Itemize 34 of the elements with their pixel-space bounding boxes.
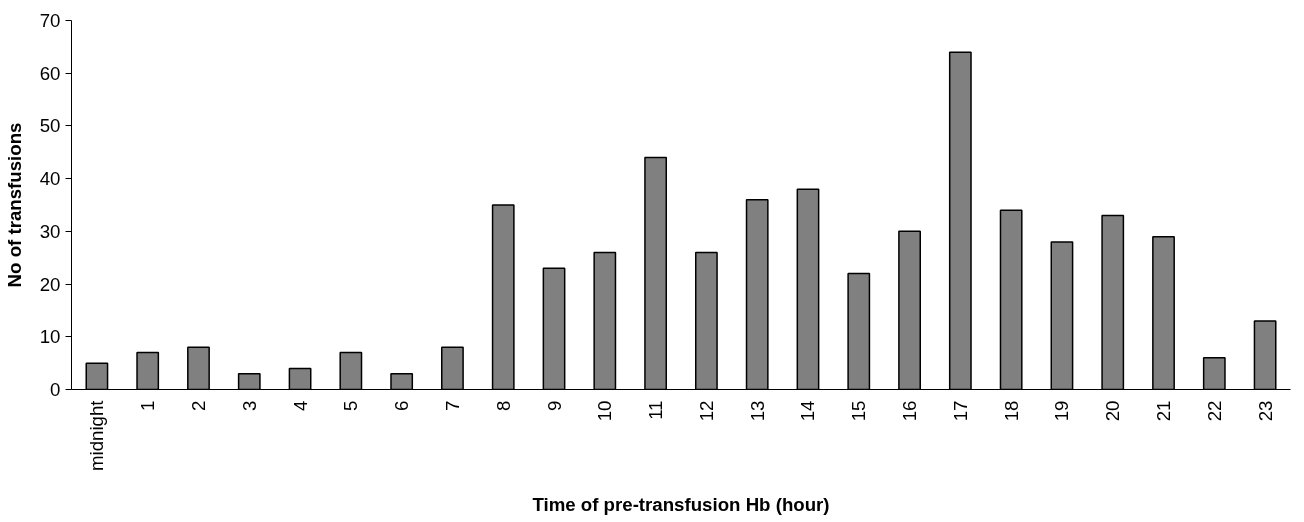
y-tick-label: 30 [39, 220, 61, 242]
x-tick-label: 15 [848, 400, 870, 422]
x-tick-label: 23 [1254, 400, 1276, 422]
x-tick-label: 11 [645, 400, 667, 420]
x-tick-label: 17 [949, 400, 971, 422]
y-tick-label: 60 [39, 62, 61, 84]
x-tick-label: 21 [1153, 400, 1175, 422]
x-tick-label: 2 [187, 400, 209, 411]
x-tick-label: 7 [441, 400, 463, 411]
y-tick-label: 20 [39, 273, 61, 295]
x-tick-label: 20 [1102, 400, 1124, 422]
x-tick-label: 16 [899, 400, 921, 422]
x-tick-label: 6 [391, 400, 413, 411]
y-tick-label: 70 [39, 10, 61, 31]
y-tick-label: 0 [50, 379, 61, 400]
x-tick-label: 14 [797, 400, 819, 422]
x-tick-label: 3 [238, 400, 260, 411]
x-tick-label: 22 [1203, 400, 1225, 422]
y-tick-label: 10 [39, 326, 61, 348]
y-tick-label: 50 [39, 115, 61, 137]
y-axis-title: No of transfusions [3, 122, 25, 288]
x-tick-label: 1 [137, 400, 159, 411]
x-tick-label: 19 [1051, 400, 1073, 422]
x-tick-label: midnight [86, 399, 108, 472]
x-tick-label: 8 [492, 400, 514, 411]
x-tick-label: 12 [695, 400, 717, 422]
x-tick-label: 5 [340, 400, 362, 411]
x-tick-label: 9 [543, 400, 565, 411]
x-tick-label: 10 [594, 400, 616, 422]
x-tick-label: 18 [1000, 400, 1022, 422]
y-tick-label: 40 [39, 168, 61, 190]
x-tick-label: 4 [289, 400, 311, 411]
x-axis-title: Time of pre-transfusion Hb (hour) [532, 494, 830, 516]
x-tick-label: 13 [746, 400, 768, 422]
